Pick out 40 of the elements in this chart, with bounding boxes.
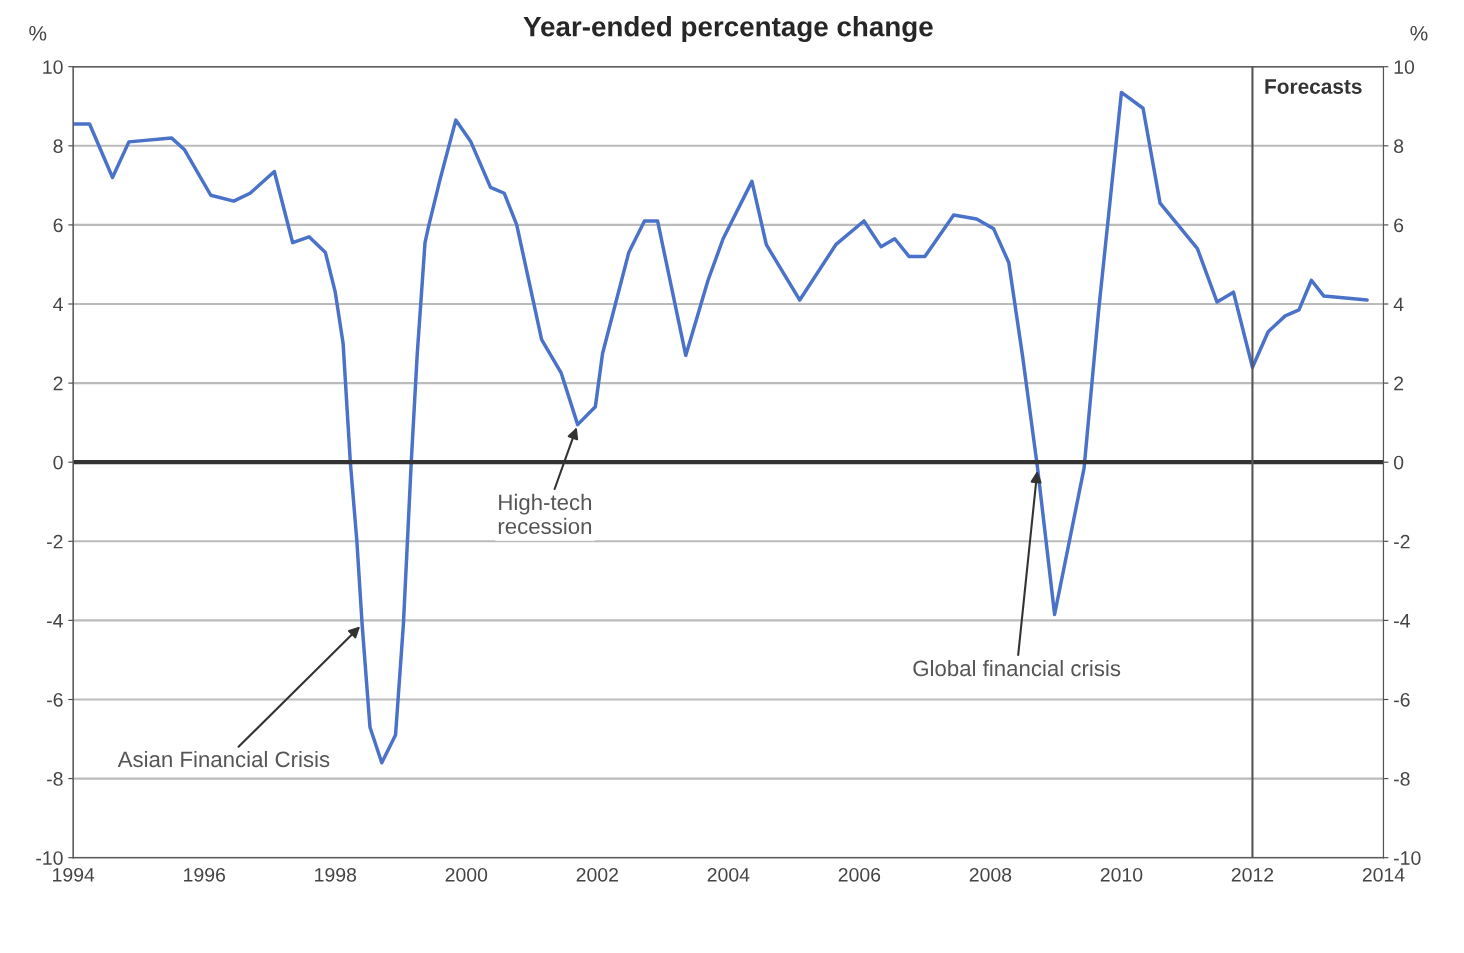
y-tick-label: 2 — [53, 376, 63, 391]
y2-tick-label: 2 — [1394, 376, 1404, 391]
y2-tick-label: -10 — [1394, 851, 1421, 865]
y-tick-label: -4 — [47, 614, 63, 628]
y-tick-label: -10 — [36, 851, 63, 865]
annotation: Asian Financial Crisis — [117, 750, 330, 768]
y-tick-label: 10 — [43, 60, 63, 74]
y-tick-label: 6 — [53, 218, 63, 233]
y2-tick-label: 0 — [1393, 455, 1404, 470]
y2-tick-label: -4 — [1394, 614, 1410, 628]
y-tick-label: 4 — [53, 297, 63, 312]
ref-line-label: Forecasts — [1265, 79, 1362, 94]
y2-tick-label: 10 — [1394, 60, 1415, 74]
y-tick-label: 8 — [53, 139, 63, 154]
y-tick-label: -2 — [47, 534, 63, 549]
y2-tick-label: -2 — [1394, 534, 1410, 549]
x-tick-label: 1994 — [53, 867, 95, 882]
x-tick-label: 2012 — [1231, 867, 1274, 882]
y-tick-label: -8 — [47, 772, 63, 786]
chart-title: Year-ended percentage change — [523, 16, 933, 43]
x-tick-label: 2010 — [1100, 867, 1143, 882]
x-tick-label: 2004 — [707, 867, 750, 882]
y2-tick-label: 6 — [1394, 218, 1404, 233]
y2-tick-label: 4 — [1393, 297, 1404, 312]
x-tick-label: 2002 — [576, 867, 618, 882]
y2-tick-label: -6 — [1394, 692, 1410, 707]
y2-tick-label: -8 — [1394, 772, 1410, 786]
x-tick-label: 2000 — [445, 867, 488, 882]
x-tick-label: 1996 — [184, 867, 225, 882]
y-tick-label: -6 — [47, 692, 63, 707]
annotation: High-tech recession — [498, 493, 592, 535]
y-tick-label: 0 — [53, 455, 63, 470]
x-tick-label: 2008 — [969, 867, 1012, 882]
y2-tick-label: 8 — [1394, 139, 1404, 154]
annotation: Global financial crisis — [913, 659, 1121, 677]
y-axis-title: % — [29, 26, 47, 41]
x-tick-label: 1998 — [315, 867, 357, 882]
x-tick-label: 2006 — [838, 867, 881, 882]
x-tick-label: 2014 — [1362, 867, 1405, 882]
y2-axis-title: % — [1410, 26, 1428, 41]
